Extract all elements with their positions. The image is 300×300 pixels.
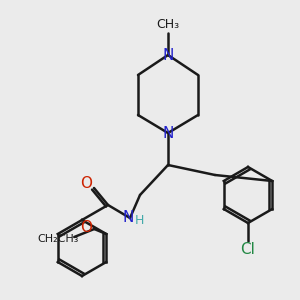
Text: CH₃: CH₃ bbox=[156, 19, 180, 32]
Text: O: O bbox=[80, 220, 92, 235]
Text: CH₂CH₃: CH₂CH₃ bbox=[38, 234, 79, 244]
Text: N: N bbox=[162, 47, 174, 62]
Text: H: H bbox=[134, 214, 144, 226]
Text: O: O bbox=[80, 176, 92, 191]
Text: N: N bbox=[162, 125, 174, 140]
Text: Cl: Cl bbox=[241, 242, 255, 256]
Text: N: N bbox=[122, 211, 134, 226]
